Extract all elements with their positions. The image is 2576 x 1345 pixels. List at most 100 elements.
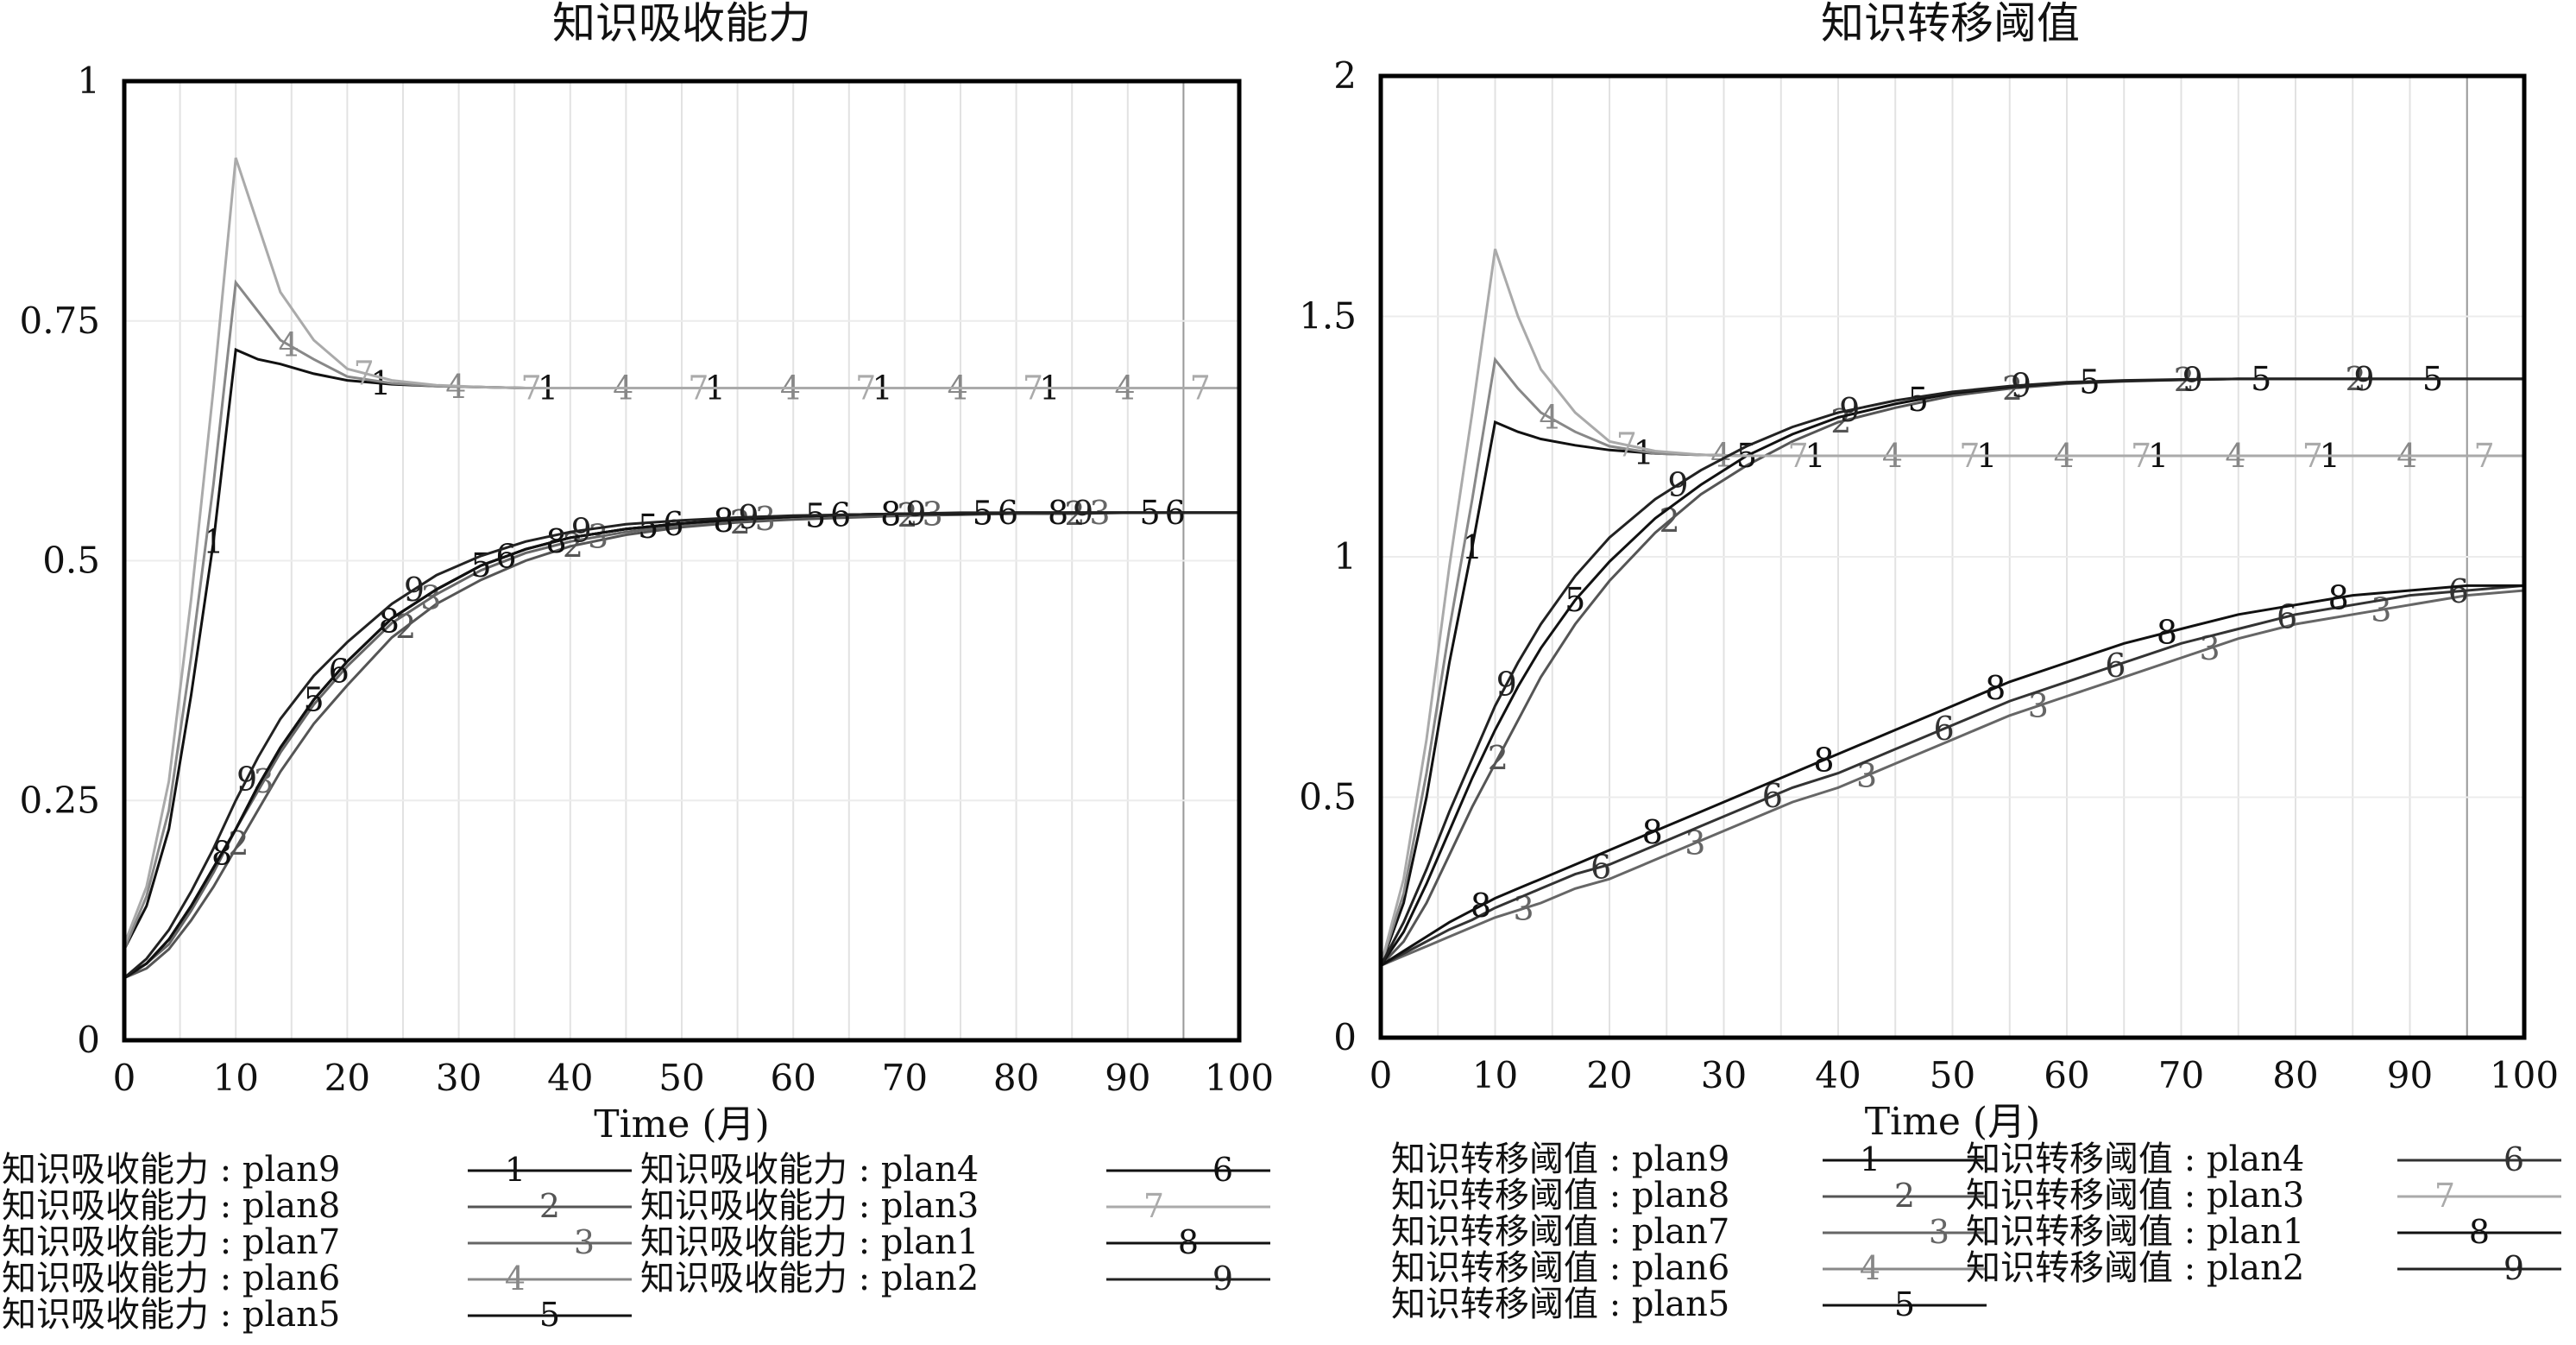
legend-entry-label: 知识转移阈值 : plan6	[1391, 1248, 1729, 1288]
legend-marker-label: 1	[1860, 1140, 1880, 1178]
series-marker-label: 6	[2448, 572, 2469, 610]
x-tick-label: 60	[2044, 1054, 2089, 1096]
plot-frame	[122, 79, 1242, 1043]
series-marker-label: 9	[905, 495, 926, 533]
legend-marker-label: 7	[2434, 1177, 2455, 1215]
series-marker-label: 8	[546, 522, 567, 560]
y-tick-label: 0	[1333, 1016, 1357, 1058]
series-marker-label: 7	[2302, 437, 2323, 475]
series-marker-label: 8	[2328, 578, 2349, 616]
series-marker-label: 9	[1073, 494, 1093, 532]
y-tick-label: 0.25	[19, 779, 100, 821]
y-tick-label: 0.5	[1299, 776, 1357, 818]
legend-entry-label: 知识转移阈值 : plan1	[1966, 1212, 2304, 1252]
series-marker-label: 9	[571, 511, 592, 549]
y-tick-label: 0.5	[42, 540, 100, 582]
series-marker-label: 5	[1908, 381, 1929, 419]
legend-entry-label: 知识转移阈值 : plan5	[1391, 1285, 1729, 1324]
x-axis-label: Time (月)	[1865, 1100, 2041, 1144]
series-marker-label: 9	[236, 760, 257, 798]
x-tick-label: 60	[770, 1057, 816, 1099]
series-line-9	[1379, 377, 2524, 967]
series-marker-label: 7	[1023, 369, 1043, 407]
series-marker-label: 2	[1830, 402, 1851, 440]
legend-marker-label: 8	[2469, 1213, 2490, 1251]
series-marker-label: 7	[1959, 437, 1980, 475]
series-line-9	[123, 511, 1239, 979]
legend-entry-label: 知识吸收能力 : plan1	[640, 1222, 979, 1262]
y-tick-label: 1.5	[1299, 295, 1357, 338]
x-tick-label: 40	[547, 1057, 593, 1099]
x-tick-label: 0	[1370, 1054, 1393, 1096]
series-marker-label: 4	[278, 326, 299, 364]
x-tick-label: 10	[212, 1057, 258, 1099]
legend-marker-label: 6	[1212, 1151, 1233, 1189]
legend-marker-label: 5	[1894, 1285, 1915, 1323]
legend-marker-label: 2	[539, 1187, 560, 1225]
series-marker-label: 8	[1985, 669, 2006, 707]
series-marker-label: 8	[1642, 813, 1663, 851]
series-line-7	[123, 157, 1239, 945]
legend-entry-label: 知识转移阈值 : plan2	[1966, 1248, 2304, 1288]
series-marker-label: 7	[688, 369, 709, 407]
legend-marker-label: 1	[505, 1151, 526, 1189]
legend-marker-label: 7	[1143, 1187, 1164, 1225]
series-marker-label: 9	[404, 571, 425, 609]
series-marker-label: 8	[379, 602, 400, 640]
series-marker-label: 3	[253, 762, 274, 800]
legend-marker-label: 3	[1929, 1213, 1949, 1251]
chart-title: 知识吸收能力	[552, 0, 811, 48]
legend-marker-label: 5	[539, 1296, 560, 1334]
x-tick-label: 10	[1472, 1054, 1518, 1096]
series-marker-label: 7	[520, 369, 541, 407]
x-tick-label: 70	[2158, 1054, 2204, 1096]
legend-entry-label: 知识吸收能力 : plan6	[2, 1259, 340, 1298]
x-tick-label: 80	[2272, 1054, 2318, 1096]
chart-title: 知识转移阈值	[1821, 0, 2080, 48]
series-marker-label: 8	[713, 502, 734, 540]
series-marker-label: 2	[228, 824, 249, 862]
legend-entry-label: 知识吸收能力 : plan5	[2, 1295, 340, 1335]
series-marker-label: 9	[2353, 360, 2374, 398]
x-tick-label: 50	[1930, 1054, 1975, 1096]
series-marker-label: 8	[1813, 741, 1834, 779]
y-tick-label: 1	[1333, 535, 1357, 578]
x-tick-label: 30	[436, 1057, 482, 1099]
series-line-3	[1380, 589, 2525, 967]
series-marker-label: 7	[354, 354, 375, 392]
plot-frame	[1378, 73, 2527, 1040]
legend-entry-label: 知识吸收能力 : plan8	[2, 1186, 340, 1226]
legend-entry-label: 知识吸收能力 : plan9	[2, 1150, 340, 1190]
series-marker-label: 6	[1933, 710, 1954, 748]
legend-entry-label: 知识转移阈值 : plan7	[1391, 1212, 1729, 1252]
series-line-7	[1379, 249, 2524, 966]
legend-entry-label: 知识吸收能力 : plan3	[640, 1186, 979, 1226]
series-marker-label: 9	[738, 498, 759, 536]
legend-marker-label: 9	[1212, 1260, 1233, 1298]
series-marker-label: 2	[730, 503, 751, 541]
x-tick-label: 90	[2387, 1054, 2433, 1096]
series-marker-label: 8	[2157, 614, 2177, 652]
series-marker-label: 8	[1471, 887, 1491, 925]
series-marker-label: 9	[1496, 666, 1517, 704]
x-tick-label: 100	[1205, 1057, 1274, 1099]
x-tick-label: 0	[113, 1057, 136, 1099]
series-marker-label: 6	[2105, 647, 2126, 685]
legend-entry-label: 知识吸收能力 : plan2	[640, 1259, 979, 1298]
x-tick-label: 100	[2490, 1054, 2559, 1096]
legend-marker-label: 8	[1178, 1223, 1199, 1261]
series-marker-label: 7	[1788, 437, 1809, 475]
x-tick-label: 70	[882, 1057, 928, 1099]
x-axis-label: Time (月)	[594, 1102, 770, 1146]
series-marker-label: 6	[2277, 597, 2297, 635]
y-tick-label: 1	[77, 60, 100, 102]
y-tick-label: 0	[77, 1019, 100, 1061]
legend-marker-label: 4	[505, 1260, 526, 1298]
series-marker-label: 3	[588, 518, 608, 556]
series-marker-label: 7	[1616, 426, 1637, 464]
series-marker-label: 9	[1839, 391, 1860, 429]
legend-entry-label: 知识转移阈值 : plan8	[1391, 1176, 1729, 1216]
